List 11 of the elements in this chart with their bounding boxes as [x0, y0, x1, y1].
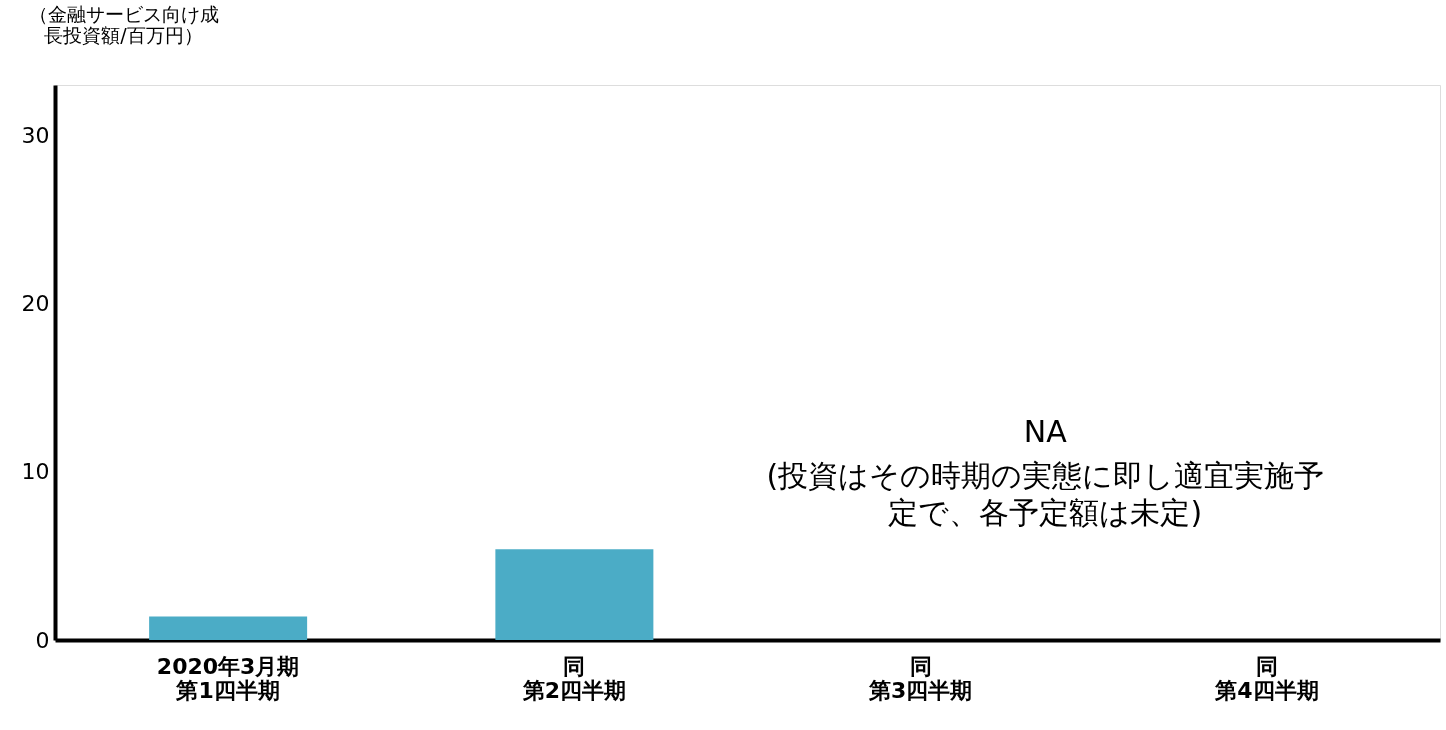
y-tick-label: 20	[21, 291, 50, 317]
y-tick-label: 30	[21, 122, 50, 148]
y-tick-label: 0	[35, 627, 50, 653]
x-tick-label: 2020年3月期第1四半期	[156, 653, 300, 703]
x-tick-label: 同第3四半期	[867, 653, 973, 703]
x-tick-label: 同第4四半期	[1214, 653, 1319, 703]
x-tick-label: 同第2四半期	[521, 653, 627, 703]
y-tick-label: 10	[21, 459, 50, 485]
y-axis-title: （金融サービス向け成長投資額/百万円）	[28, 2, 219, 46]
annotation: (投資はその時期の実態に即し適宜実施予定で、各予定額は未定)	[766, 458, 1325, 530]
annotation: NA	[1023, 414, 1068, 449]
